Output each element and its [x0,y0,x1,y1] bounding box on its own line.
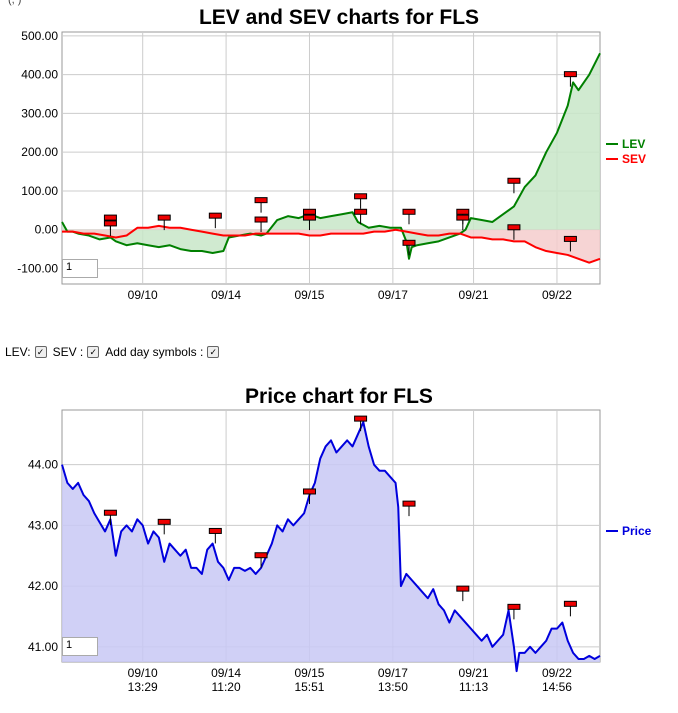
x-tick-label-date: 09/22 [542,288,572,300]
series-line-sev [62,224,601,264]
day-symbols-label: Add day symbols : [105,345,204,359]
sev-toggle-label: SEV : [52,345,84,359]
day-marker-flag[interactable] [157,518,171,525]
day-marker-flag[interactable] [302,488,316,495]
legend-label-price[interactable]: Price [622,524,652,538]
day-marker-flag[interactable] [456,585,470,592]
day-marker-flag[interactable] [354,208,368,215]
x-tick-label-time: 13:50 [378,680,408,694]
day-marker-flag[interactable] [103,214,117,221]
x-tick-label-date: 09/10 [128,288,158,300]
plot-frame [61,31,601,285]
day-marker-flag[interactable] [507,603,521,610]
day-marker-flag[interactable] [103,509,117,516]
day-marker-flag[interactable] [456,214,470,221]
day-symbols-checkbox[interactable]: ✓ [207,346,220,358]
price-zoom-input[interactable]: 1 [62,637,98,656]
y-tick-label: 500.00 [21,29,58,43]
x-tick-label-date: 09/17 [378,666,408,680]
price-chart-title: Price chart for FLS [245,385,433,408]
day-marker-flag[interactable] [354,193,368,200]
day-marker-flag[interactable] [254,197,268,204]
x-tick-label-date: 09/21 [459,288,489,300]
x-tick-label-date: 09/17 [378,288,408,300]
lev-sev-chart[interactable]: 500.00 400.00 300.00 200.00 100.00 0.00 -100.0… [0,0,678,300]
x-tick-label-date: 09/15 [294,666,324,680]
lev-toggle-label: LEV: [5,345,31,359]
x-tick-label-date: 09/10 [128,666,158,680]
y-tick-label: -100.00 [17,261,58,275]
legend-label-sev[interactable]: SEV [622,152,646,166]
chart-options: LEV: ✓ SEV : ✓ Add day symbols : ✓ [5,345,223,359]
y-tick-label: 42.00 [28,579,58,593]
day-marker-flag[interactable] [254,552,268,559]
x-tick-label-time: 11:20 [212,680,241,694]
day-marker-flag[interactable] [208,212,222,219]
day-marker-flag[interactable] [507,177,521,184]
day-marker-flag[interactable] [402,208,416,215]
lev-sev-zoom-input[interactable]: 1 [62,259,98,278]
y-tick-label: 41.00 [28,640,58,654]
x-tick-label-date: 09/15 [294,288,324,300]
day-marker-flag[interactable] [103,220,117,227]
day-marker-flag[interactable] [302,208,316,215]
series-line-lev [61,52,601,260]
x-tick-label-time: 14:56 [542,680,572,694]
day-marker-flag[interactable] [402,239,416,246]
x-tick-label-date: 09/22 [542,666,572,680]
legend-label-lev[interactable]: LEV [622,137,645,151]
x-tick-label-time: 11:13 [459,680,488,694]
y-tick-label: 0.00 [35,223,59,237]
y-tick-label: 400.00 [21,68,58,82]
x-tick-label-date: 09/14 [211,666,241,680]
series-area-price [62,422,600,672]
day-marker-flag[interactable] [507,224,521,231]
day-marker-flag[interactable] [208,527,222,534]
y-tick-label: 200.00 [21,145,58,159]
day-marker-flag[interactable] [563,71,577,78]
day-marker-flag[interactable] [157,214,171,221]
sev-checkbox[interactable]: ✓ [87,346,100,358]
day-marker-flag[interactable] [254,216,268,223]
lev-sev-chart-title: LEV and SEV charts for FLS [198,6,480,29]
day-marker-flag[interactable] [456,208,470,215]
day-marker-flag[interactable] [402,500,416,507]
x-tick-label-date: 09/14 [211,288,241,300]
day-marker-flag[interactable] [354,415,368,422]
series-line-price [61,421,601,673]
clipped-header-text: (, ) [8,0,22,6]
y-tick-label: 44.00 [28,458,58,472]
lev-checkbox[interactable]: ✓ [34,346,47,358]
x-tick-label-time: 15:51 [294,680,324,694]
y-tick-label: 43.00 [28,518,58,532]
day-marker-flag[interactable] [302,214,316,221]
x-tick-label-date: 09/21 [459,666,489,680]
y-tick-label: 100.00 [21,184,58,198]
y-tick-label: 300.00 [21,106,58,120]
day-marker-flag[interactable] [563,600,577,607]
x-tick-label-time: 13:29 [128,680,158,694]
day-marker-flag[interactable] [563,235,577,242]
